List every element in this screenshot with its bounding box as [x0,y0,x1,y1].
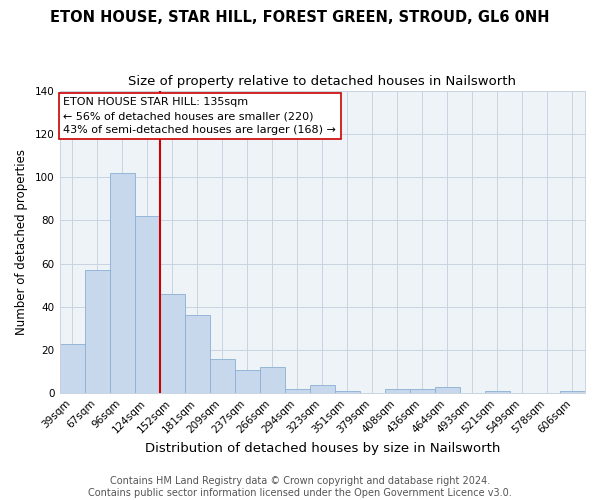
Bar [435,387,460,394]
Bar [560,391,585,394]
Bar [185,316,209,394]
Text: ETON HOUSE, STAR HILL, FOREST GREEN, STROUD, GL6 0NH: ETON HOUSE, STAR HILL, FOREST GREEN, STR… [50,10,550,25]
Text: ETON HOUSE STAR HILL: 135sqm
← 56% of detached houses are smaller (220)
43% of s: ETON HOUSE STAR HILL: 135sqm ← 56% of de… [64,97,336,135]
Bar [134,216,160,394]
Bar [59,344,85,394]
Bar [385,389,410,394]
Text: Contains HM Land Registry data © Crown copyright and database right 2024.
Contai: Contains HM Land Registry data © Crown c… [88,476,512,498]
Bar [85,270,110,394]
Bar [260,368,285,394]
Bar [335,391,360,394]
Bar [209,358,235,394]
Bar [160,294,185,394]
Bar [110,172,134,394]
Bar [235,370,260,394]
Title: Size of property relative to detached houses in Nailsworth: Size of property relative to detached ho… [128,75,516,88]
Bar [285,389,310,394]
Bar [410,389,435,394]
Bar [310,384,335,394]
Y-axis label: Number of detached properties: Number of detached properties [15,149,28,335]
Bar [485,391,510,394]
X-axis label: Distribution of detached houses by size in Nailsworth: Distribution of detached houses by size … [145,442,500,455]
